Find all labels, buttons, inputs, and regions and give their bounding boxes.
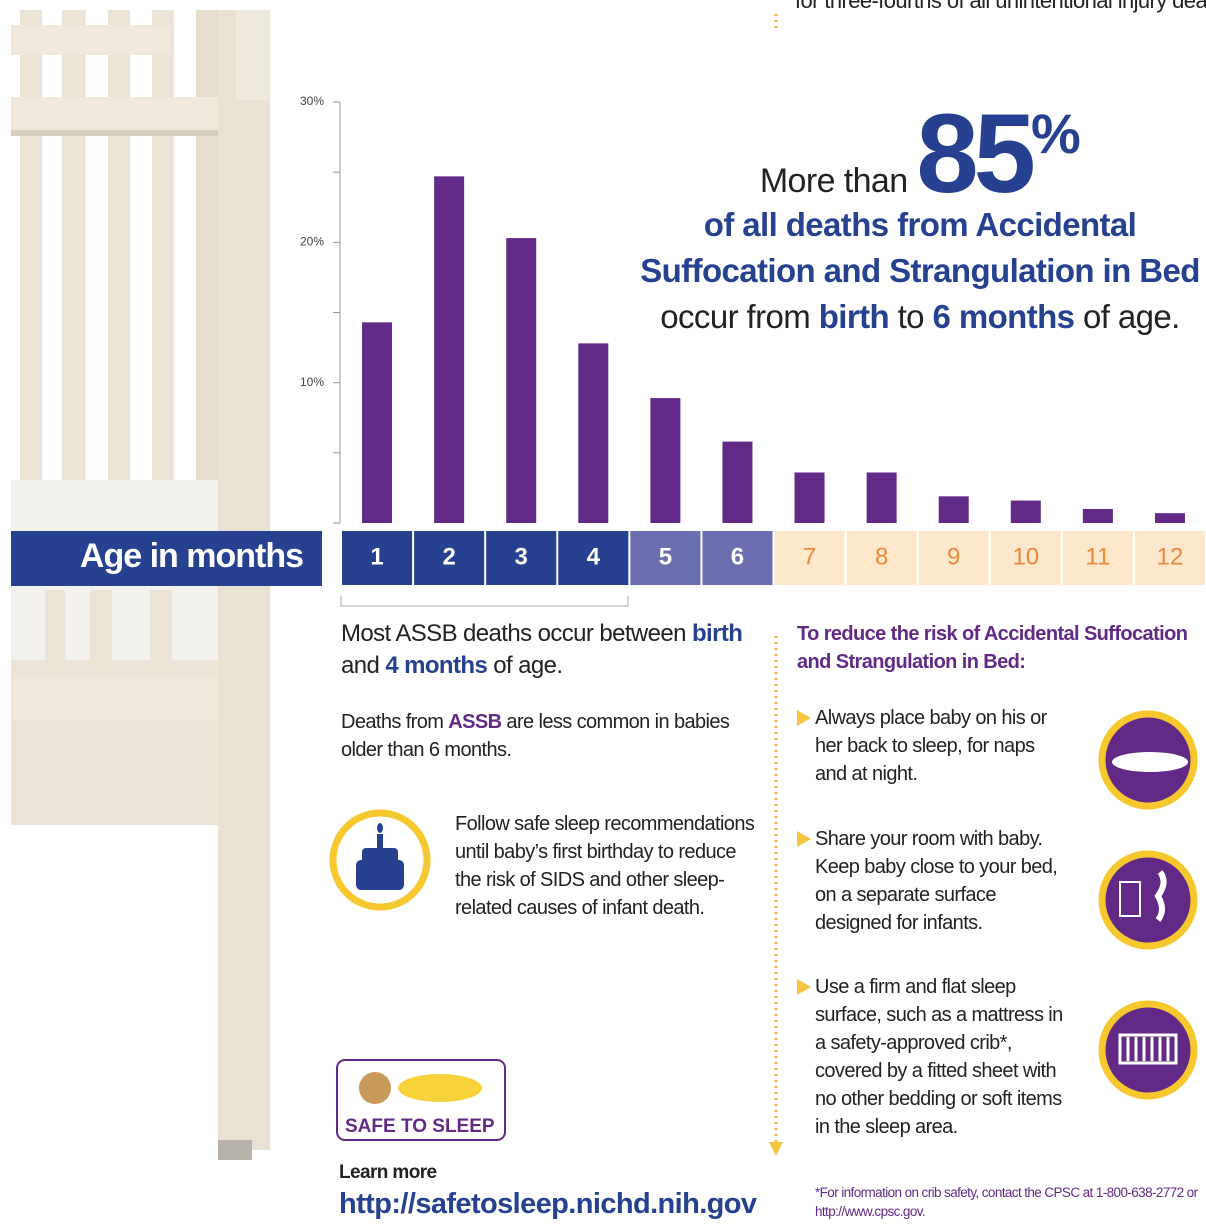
axis-label-band — [11, 531, 322, 586]
cake-icon — [329, 809, 431, 911]
category-cell — [1062, 531, 1133, 585]
text: ASSB — [448, 711, 502, 733]
callout-percent: % — [1030, 102, 1081, 165]
category-cell — [414, 531, 485, 585]
x-tick-label: 1 — [370, 543, 383, 570]
callout: More than 85% of all deaths from Acciden… — [630, 98, 1206, 340]
category-cell — [558, 531, 629, 585]
x-tick-label: 3 — [515, 543, 528, 570]
note: Deaths from ASSB are less common in babi… — [341, 708, 741, 764]
x-tick-label: 9 — [947, 543, 960, 570]
text: birth — [691, 620, 743, 647]
bar — [1082, 508, 1113, 523]
text: To reduce the risk of Accidental Suffoca… — [797, 623, 1188, 673]
text: to — [889, 298, 933, 335]
category-cell — [774, 531, 845, 585]
category-cell — [918, 531, 989, 585]
category-cell — [1134, 531, 1205, 585]
callout-line: occur from birth to 6 months of age. — [630, 294, 1206, 340]
callout-number: 85 — [916, 91, 1036, 216]
tip-bullets — [797, 710, 811, 995]
y-tick-label: 20% — [300, 235, 324, 249]
x-tick-label: 5 — [659, 543, 672, 570]
x-tick-label: 7 — [803, 543, 816, 570]
note: Most ASSB deaths occur between birth and… — [341, 618, 761, 682]
bar — [1154, 513, 1185, 523]
bar — [650, 398, 681, 523]
learn-more: Learn more — [339, 1162, 437, 1183]
bar — [362, 322, 393, 523]
x-tick-label: 11 — [1085, 543, 1110, 570]
text: of age. — [487, 652, 563, 679]
y-tick-label: 30% — [300, 94, 324, 108]
tips-heading: To reduce the risk of Accidental Suffoca… — [797, 620, 1206, 676]
text: 6 months — [932, 298, 1075, 335]
text: of age. — [1074, 298, 1180, 335]
text: birth — [818, 298, 890, 335]
top-fragment: for three-fourths of all unintentional i… — [795, 0, 1206, 13]
bar — [578, 343, 609, 523]
x-tick-label: 8 — [875, 543, 888, 570]
callout-line: Suffocation and Strangulation in Bed — [640, 252, 1200, 289]
tip: Share your room with baby. Keep baby clo… — [815, 828, 1058, 934]
category-cell — [630, 531, 701, 585]
bar — [722, 441, 753, 523]
callout-prefix: More than — [759, 162, 908, 200]
text: 4 months — [385, 652, 488, 679]
bar — [506, 238, 537, 523]
bar — [866, 472, 897, 523]
bar — [434, 176, 465, 524]
category-cell — [846, 531, 917, 585]
bar — [794, 472, 825, 523]
text: Most ASSB deaths occur between — [341, 620, 692, 647]
category-cell — [342, 531, 413, 585]
tip: Always place baby on his or her back to … — [815, 707, 1047, 785]
logo-text: SAFE TO SLEEP — [345, 1116, 495, 1137]
url[interactable]: http://safetosleep.nichd.nih.gov — [339, 1188, 757, 1220]
text: and — [341, 620, 749, 679]
text: are less common in babies older than 6 m… — [341, 711, 735, 761]
x-axis-label: Age in months — [80, 537, 303, 575]
text: Deaths from — [341, 711, 449, 733]
divider-arrow — [769, 1142, 783, 1156]
x-tick-label: 4 — [587, 543, 601, 570]
y-tick-label: 10% — [300, 375, 324, 389]
category-cell — [990, 531, 1061, 585]
category-cell — [702, 531, 773, 585]
note: Follow safe sleep recommendations until … — [455, 813, 755, 919]
text: occur from — [660, 298, 819, 335]
callout-line: of all deaths from Accidental — [703, 206, 1137, 243]
x-tick-label: 2 — [442, 543, 455, 570]
bar — [1010, 500, 1041, 523]
x-tick-label: 10 — [1012, 543, 1039, 570]
x-tick-label: 12 — [1157, 543, 1184, 570]
x-tick-label: 6 — [731, 543, 744, 570]
bracket — [340, 596, 629, 607]
tip-icons — [1098, 710, 1198, 1100]
category-cell — [486, 531, 557, 585]
bar — [938, 496, 969, 523]
footnote: *For information on crib safety, contact… — [815, 1185, 1198, 1219]
tip: Use a firm and flat sleep surface, such … — [815, 976, 1063, 1138]
logo — [336, 1059, 506, 1141]
